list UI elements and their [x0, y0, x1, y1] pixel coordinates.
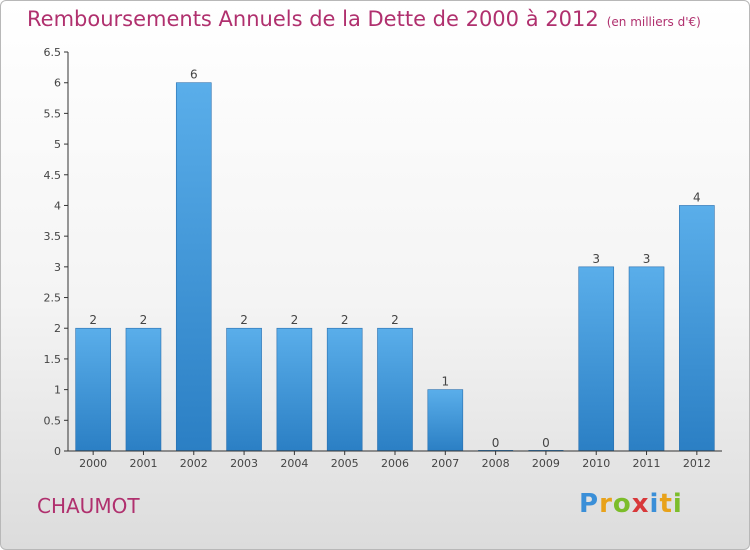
x-tick-label: 2006: [381, 457, 409, 470]
bar-2007: [427, 389, 464, 452]
bar-2001: [125, 327, 162, 452]
x-tick-label: 2008: [482, 457, 510, 470]
x-tick-label: 2012: [683, 457, 711, 470]
logo-letter: P: [579, 489, 600, 519]
bar-2011: [628, 266, 665, 452]
y-tick-label: 3: [54, 261, 61, 274]
x-axis: 2000 2001 2002 2003 2004 2005 2006 2007 2008 2009…: [68, 450, 722, 470]
bar-2004: [276, 327, 313, 452]
y-tick-label: 0.5: [44, 414, 62, 427]
logo-letter: x: [631, 489, 650, 519]
y-tick-label: 1: [54, 384, 61, 397]
data-label-2004: 2: [291, 313, 299, 327]
data-label-2003: 2: [240, 313, 248, 327]
logo-letter: o: [612, 489, 632, 519]
bar-2002: [175, 82, 212, 452]
x-tick-label: 2003: [230, 457, 258, 470]
data-label-2008: 0: [492, 436, 500, 450]
chart-title: Remboursements Annuels de la Dette de 20…: [27, 7, 701, 31]
logo-letter: i: [649, 489, 660, 519]
x-tick-label: 2004: [280, 457, 308, 470]
bars: 2 2 6 2 2 2 2 1 0 0 3 3 4: [75, 68, 715, 452]
data-label-2000: 2: [89, 313, 97, 327]
bar-2012: [679, 205, 715, 452]
chart-unit: (en milliers d'€): [606, 15, 701, 29]
logo-letter: r: [599, 489, 613, 519]
y-tick-label: 5: [54, 138, 61, 151]
bar-2006: [377, 327, 413, 452]
data-label-2005: 2: [341, 313, 349, 327]
data-label-2001: 2: [140, 313, 148, 327]
data-label-2009: 0: [542, 436, 550, 450]
x-tick-label: 2005: [331, 457, 359, 470]
chart-title-text: Remboursements Annuels de la Dette de 20…: [27, 7, 599, 31]
x-tick-label: 2009: [532, 457, 560, 470]
x-tick-label: 2010: [582, 457, 610, 470]
logo-letter: t: [659, 489, 673, 519]
data-label-2007: 1: [441, 375, 449, 389]
bar-2003: [226, 327, 262, 452]
bar-2005: [326, 327, 363, 452]
y-tick-label: 0: [54, 445, 61, 458]
data-label-2011: 3: [643, 252, 651, 266]
bar-2010: [578, 266, 615, 452]
x-tick-label: 2011: [633, 457, 661, 470]
y-axis: 0 0.5 1 1.5 2 2.5 3 3.5 4 4.5 5 5.5 6 6.5: [44, 46, 69, 458]
y-tick-label: 4.5: [44, 169, 62, 182]
data-label-2002: 6: [190, 68, 198, 82]
y-tick-label: 3.5: [44, 230, 62, 243]
y-tick-label: 6: [54, 77, 61, 90]
x-tick-label: 2007: [431, 457, 459, 470]
y-tick-label: 1.5: [44, 353, 62, 366]
y-tick-label: 5.5: [44, 107, 62, 120]
y-tick-label: 2.5: [44, 292, 62, 305]
x-tick-label: 2001: [129, 457, 157, 470]
bar-2000: [75, 327, 111, 452]
y-tick-label: 2: [54, 322, 61, 335]
data-label-2012: 4: [693, 190, 701, 204]
y-tick-label: 6.5: [44, 46, 62, 59]
data-label-2006: 2: [391, 313, 399, 327]
commune-name: CHAUMOT: [37, 494, 140, 518]
x-tick-label: 2000: [79, 457, 107, 470]
proxiti-logo: Proxiti: [579, 489, 683, 519]
y-tick-label: 4: [54, 199, 61, 212]
logo-letter: i: [672, 489, 683, 519]
x-tick-label: 2002: [180, 457, 208, 470]
data-label-2010: 3: [592, 252, 600, 266]
